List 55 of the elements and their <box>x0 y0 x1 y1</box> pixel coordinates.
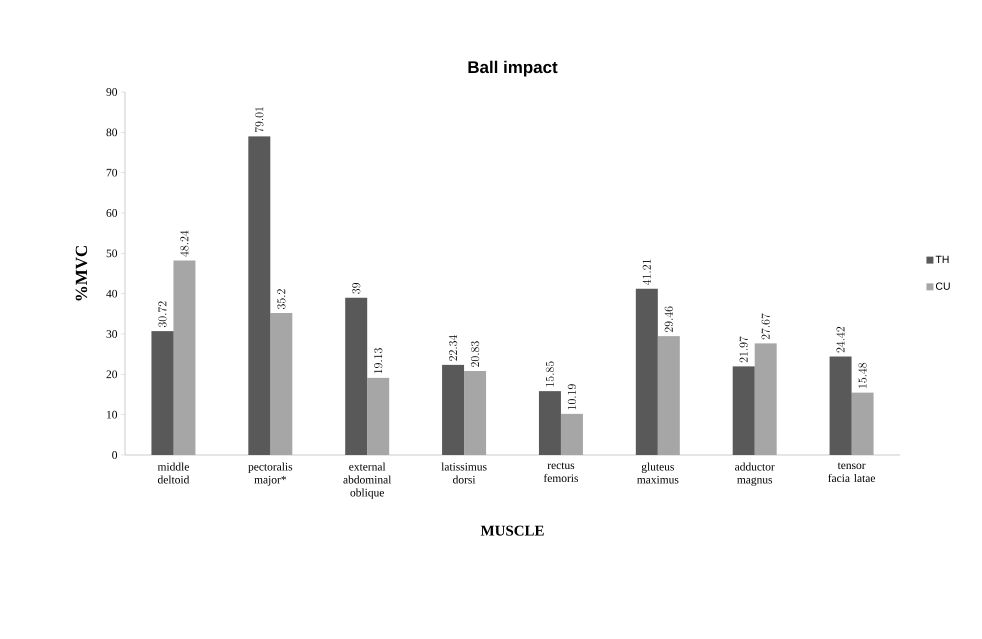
y-tick-label: 70 <box>106 168 118 177</box>
data-label: 10. 19 <box>568 384 576 410</box>
bar <box>538 391 561 455</box>
data-label: 79.01 <box>255 107 264 132</box>
legend-label: TH <box>936 256 949 263</box>
bar <box>345 298 368 455</box>
bar <box>636 288 658 455</box>
bar <box>732 366 755 455</box>
y-tick-label: 90 <box>106 88 118 96</box>
y-axis-title: %MVC <box>76 246 88 300</box>
bar <box>270 313 292 455</box>
data-label: 30.72 <box>158 302 167 328</box>
x-tick-label: rectus femoris <box>544 462 578 482</box>
data-label: 24.42 <box>836 326 844 352</box>
data-label: 48.24 <box>180 230 189 257</box>
legend-label: CU <box>936 282 950 290</box>
data-label: 27.67 <box>761 313 770 340</box>
data-label: 15.48 <box>858 362 867 388</box>
y-tick-label: 0 <box>112 451 118 459</box>
bar <box>173 260 196 455</box>
data-label: 22.34 <box>448 335 458 361</box>
bar <box>151 331 174 455</box>
data-label: 35.2 <box>277 289 286 310</box>
x-tick-label: tensor facia latae <box>828 462 876 482</box>
bar <box>442 364 464 455</box>
x-tick-label: adductor magnus <box>735 462 775 486</box>
data-label: 29.46 <box>664 306 673 332</box>
data-label: 20.83 <box>470 341 480 367</box>
chart-title: Ball impact <box>468 60 558 77</box>
bar <box>248 136 270 455</box>
bar <box>852 392 874 455</box>
y-tick-label: 50 <box>106 249 118 258</box>
data-label: 21 .97 <box>739 336 748 362</box>
y-tick-label: 80 <box>106 128 118 136</box>
x-tick-label: middle deltoid <box>158 462 190 484</box>
data-label: 39 <box>352 282 360 294</box>
data-label: 41 .21 <box>642 260 651 285</box>
bar <box>464 370 486 455</box>
bar <box>560 414 583 455</box>
bar <box>658 336 680 455</box>
y-tick-label: 30 <box>106 330 118 338</box>
x-tick-label: latissimus dorsi <box>441 462 487 484</box>
data-label: 15.85 <box>546 361 554 386</box>
bar <box>754 343 777 455</box>
x-tick-label: gluteus maximus <box>637 462 678 484</box>
y-tick-label: 10 <box>107 410 118 419</box>
x-tick-label: external abdominal oblique <box>343 462 392 499</box>
y-tick-label: 20 <box>106 370 118 378</box>
y-tick-label: 40 <box>106 290 118 298</box>
y-tick-label: 60 <box>106 209 118 217</box>
x-axis-title: MUSCLE <box>480 526 544 536</box>
bar <box>830 356 852 455</box>
data-label: 19. 13 <box>374 348 382 374</box>
bar <box>367 378 390 455</box>
x-tick-label: pectoralis major* <box>248 462 292 486</box>
